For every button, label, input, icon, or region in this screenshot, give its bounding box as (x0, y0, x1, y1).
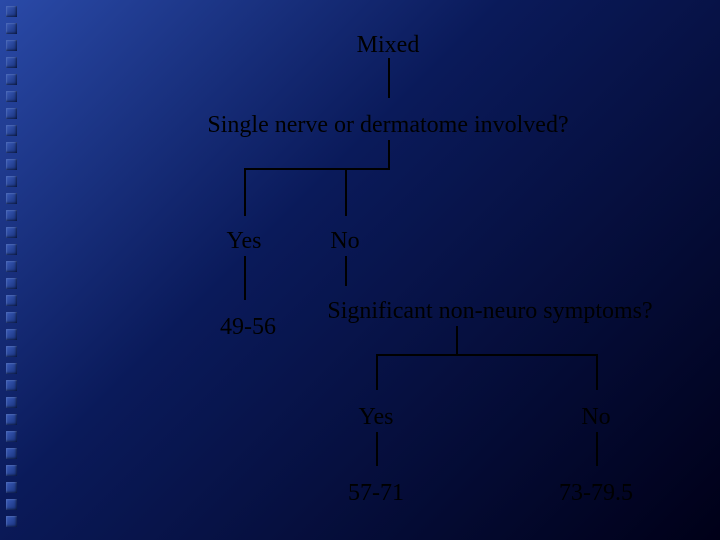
node-leaf2: 57-71 (348, 480, 404, 507)
node-root: Mixed (357, 32, 420, 59)
bullet-square (6, 210, 17, 221)
bullet-square (6, 23, 17, 34)
bullet-square (6, 482, 17, 493)
side-bullets (6, 6, 24, 533)
bullet-square (6, 431, 17, 442)
connector-line (388, 58, 390, 98)
bullet-square (6, 363, 17, 374)
bullet-square (6, 40, 17, 51)
connector-line (376, 354, 378, 390)
connector-line (345, 256, 347, 286)
bullet-square (6, 176, 17, 187)
bullet-square (6, 295, 17, 306)
connector-line (244, 168, 246, 216)
connector-line (376, 354, 598, 356)
bullet-square (6, 244, 17, 255)
connector-line (456, 326, 458, 354)
bullet-square (6, 397, 17, 408)
bullet-square (6, 108, 17, 119)
node-no2: No (581, 404, 610, 431)
connector-line (345, 168, 347, 216)
connector-line (244, 168, 390, 170)
bullet-square (6, 380, 17, 391)
bullet-square (6, 261, 17, 272)
connector-line (388, 140, 390, 168)
connector-line (596, 354, 598, 390)
bullet-square (6, 125, 17, 136)
bullet-square (6, 278, 17, 289)
bullet-square (6, 414, 17, 425)
bullet-square (6, 193, 17, 204)
node-yes2: Yes (359, 404, 394, 431)
bullet-square (6, 142, 17, 153)
bullet-square (6, 159, 17, 170)
bullet-square (6, 329, 17, 340)
connector-line (596, 432, 598, 466)
connector-line (376, 432, 378, 466)
bullet-square (6, 6, 17, 17)
bullet-square (6, 465, 17, 476)
bullet-square (6, 499, 17, 510)
bullet-square (6, 448, 17, 459)
node-yes1: Yes (227, 228, 262, 255)
bullet-square (6, 227, 17, 238)
bullet-square (6, 516, 17, 527)
node-leaf1: 49-56 (220, 314, 276, 341)
bullet-square (6, 346, 17, 357)
bullet-square (6, 91, 17, 102)
bullet-square (6, 57, 17, 68)
bullet-square (6, 74, 17, 85)
node-no1: No (330, 228, 359, 255)
connector-line (244, 256, 246, 300)
node-leaf3: 73-79.5 (559, 480, 633, 507)
node-q2: Significant non-neuro symptoms? (327, 298, 652, 325)
node-q1: Single nerve or dermatome involved? (207, 112, 568, 139)
bullet-square (6, 312, 17, 323)
